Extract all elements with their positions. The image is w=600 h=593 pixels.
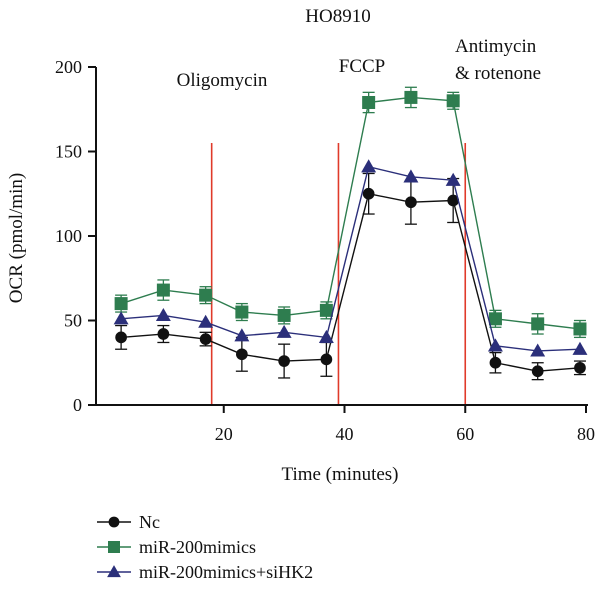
data-point <box>199 288 213 302</box>
data-point <box>573 322 587 336</box>
data-point <box>115 331 127 344</box>
injection-label: & rotenone <box>455 63 541 84</box>
y-axis-label: OCR (pmol/min) <box>6 173 27 303</box>
injection-label: Antimycin <box>455 36 537 57</box>
data-point <box>277 308 291 322</box>
data-point <box>446 94 460 108</box>
data-point <box>234 328 250 342</box>
legend-marker <box>108 516 120 528</box>
y-tick-label: 0 <box>73 395 82 415</box>
axes: 0 50 100 150 200 20 40 60 80 <box>55 57 595 444</box>
data-point <box>488 312 502 326</box>
legend-label: miR-200mimics+siHK2 <box>139 562 313 582</box>
injection-markers: Oligomycin FCCP Antimycin & rotenone <box>177 36 541 405</box>
legend: Nc miR-200mimics miR-200mimics+siHK2 <box>97 512 313 582</box>
series-line <box>121 165 580 352</box>
injection-label: FCCP <box>339 56 385 77</box>
data-point <box>361 159 377 173</box>
y-tick-label: 150 <box>55 142 82 162</box>
data-point <box>156 283 170 297</box>
data-point <box>320 353 333 366</box>
data-point <box>404 90 418 104</box>
data-point <box>531 317 545 331</box>
data-point <box>319 303 333 317</box>
data-point <box>447 194 460 207</box>
series-line <box>121 192 581 372</box>
legend-label: Nc <box>139 512 160 532</box>
x-tick-label: 80 <box>577 424 595 444</box>
data-point <box>362 187 375 200</box>
x-tick-label: 20 <box>215 424 233 444</box>
data-point <box>362 95 376 109</box>
data-point <box>445 172 461 186</box>
data-point <box>276 324 292 338</box>
x-axis-label: Time (minutes) <box>282 464 399 485</box>
data-point <box>278 355 290 367</box>
data-point <box>574 361 586 374</box>
data-point <box>530 343 546 357</box>
data-point <box>489 356 502 369</box>
x-tick-label: 60 <box>456 424 474 444</box>
x-tick-label: 40 <box>336 424 354 444</box>
series-triangle <box>113 159 588 357</box>
data-point <box>113 311 129 325</box>
data-point <box>572 341 588 355</box>
data-point <box>235 305 249 319</box>
chart-title: HO8910 <box>305 6 370 27</box>
data-point <box>157 328 170 340</box>
data-point <box>236 348 248 361</box>
y-tick-label: 50 <box>64 311 82 331</box>
data-point <box>114 297 128 311</box>
data-point <box>199 333 212 345</box>
data-point <box>531 365 544 378</box>
data-point <box>198 314 214 328</box>
data-point <box>487 338 503 352</box>
series-square <box>114 86 587 339</box>
series-line <box>120 96 581 330</box>
data-point <box>318 329 334 344</box>
legend-label: miR-200mimics <box>139 537 256 557</box>
injection-label: Oligomycin <box>177 70 268 91</box>
y-tick-label: 100 <box>55 226 82 246</box>
y-tick-label: 200 <box>55 57 82 77</box>
legend-marker <box>108 541 120 553</box>
series <box>113 86 588 381</box>
data-point <box>405 196 417 209</box>
legend-marker <box>107 565 121 578</box>
data-point <box>403 169 419 183</box>
data-point <box>155 307 171 322</box>
